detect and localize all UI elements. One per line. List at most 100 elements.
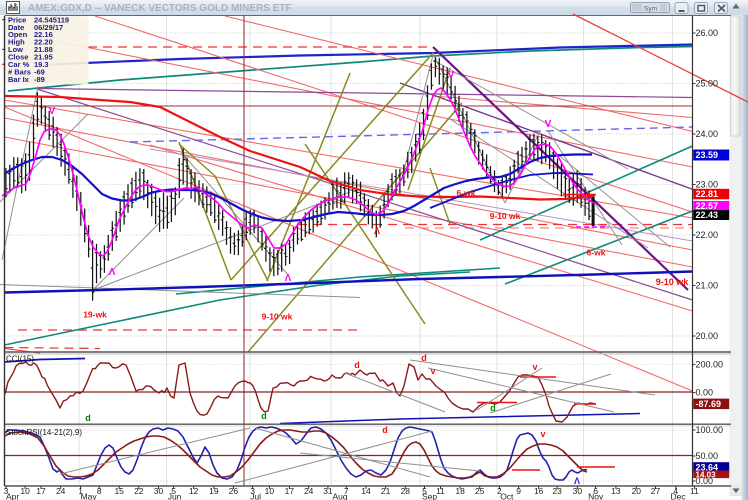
- svg-text:Oct: Oct: [500, 492, 514, 500]
- svg-text:V: V: [448, 70, 455, 81]
- svg-text:22.20: 22.20: [34, 38, 53, 47]
- svg-text:Sep: Sep: [422, 492, 437, 500]
- svg-text:11: 11: [690, 486, 699, 496]
- svg-text:10: 10: [20, 486, 30, 496]
- svg-text:2: 2: [497, 486, 502, 496]
- svg-text:30: 30: [573, 486, 583, 496]
- svg-text:24: 24: [304, 486, 314, 496]
- svg-text:V: V: [545, 119, 552, 130]
- svg-text:d: d: [85, 413, 91, 423]
- svg-text:200.00: 200.00: [696, 359, 724, 369]
- svg-text:3: 3: [250, 486, 255, 496]
- svg-text:25: 25: [475, 486, 485, 496]
- svg-text:21.88: 21.88: [34, 45, 53, 54]
- svg-text:23: 23: [552, 486, 562, 496]
- svg-text:14: 14: [361, 486, 371, 496]
- svg-text:23.00: 23.00: [696, 180, 719, 190]
- svg-text:Jul: Jul: [250, 492, 261, 500]
- svg-text:13: 13: [611, 486, 621, 496]
- svg-text:Λ: Λ: [109, 267, 116, 278]
- svg-text:V: V: [49, 106, 56, 117]
- svg-text:30: 30: [154, 486, 164, 496]
- svg-text:8: 8: [97, 486, 102, 496]
- svg-text:9: 9: [516, 486, 521, 496]
- svg-text:21: 21: [381, 486, 391, 496]
- svg-text:Car %: Car %: [8, 60, 30, 69]
- svg-text:Aug: Aug: [333, 492, 348, 500]
- svg-text:Λ: Λ: [285, 273, 292, 284]
- svg-text:5: 5: [171, 486, 176, 496]
- svg-text:-89: -89: [34, 75, 45, 84]
- svg-text:CCI(15): CCI(15): [6, 355, 34, 364]
- svg-text:19.3: 19.3: [34, 60, 49, 69]
- svg-text:22.81: 22.81: [696, 189, 719, 199]
- svg-text:6-wk: 6-wk: [457, 188, 476, 198]
- svg-text:9-10 wk: 9-10 wk: [490, 211, 521, 221]
- svg-text:-69: -69: [34, 68, 45, 77]
- svg-text:Bar Ix: Bar Ix: [8, 75, 30, 84]
- svg-text:High: High: [8, 38, 25, 47]
- svg-text:23.59: 23.59: [696, 150, 719, 160]
- svg-text:Dec: Dec: [671, 492, 687, 500]
- svg-text:22: 22: [134, 486, 144, 496]
- svg-text:6: 6: [593, 486, 598, 496]
- svg-text:26.00: 26.00: [696, 28, 719, 38]
- svg-text:Price: Price: [8, 15, 26, 24]
- svg-text:19-wk: 19-wk: [83, 310, 107, 320]
- svg-text:100.00: 100.00: [696, 425, 724, 435]
- svg-text:d: d: [261, 411, 267, 421]
- svg-text:16: 16: [534, 486, 544, 496]
- svg-text:6-wk: 6-wk: [587, 248, 606, 258]
- svg-text:Λ: Λ: [574, 476, 580, 486]
- svg-text:17: 17: [285, 486, 295, 496]
- svg-text:0.00: 0.00: [696, 476, 714, 486]
- svg-text:24.00: 24.00: [696, 129, 719, 139]
- svg-text:Jun: Jun: [168, 492, 182, 500]
- svg-text:21.95: 21.95: [34, 53, 53, 62]
- svg-text:Date: Date: [8, 23, 24, 32]
- svg-text:14.03: 14.03: [696, 470, 717, 479]
- svg-text:AMEX:GDX,D -- VANECK VECTORS G: AMEX:GDX,D -- VANECK VECTORS GOLD MINERS…: [28, 3, 292, 14]
- svg-text:15: 15: [114, 486, 124, 496]
- svg-text:Close: Close: [8, 53, 28, 62]
- svg-text:d: d: [490, 403, 496, 413]
- svg-text:3: 3: [4, 486, 9, 496]
- svg-text:Apr: Apr: [6, 492, 19, 500]
- svg-text:Nov: Nov: [588, 492, 604, 500]
- svg-text:-87.69: -87.69: [696, 399, 722, 409]
- svg-text:22.57: 22.57: [696, 201, 719, 211]
- svg-text:19: 19: [209, 486, 219, 496]
- svg-text:1: 1: [78, 486, 83, 496]
- svg-text:Open: Open: [8, 30, 28, 39]
- svg-text:20: 20: [632, 486, 642, 496]
- svg-text:v: v: [532, 362, 537, 372]
- svg-text:5: 5: [422, 486, 427, 496]
- svg-text:StochRSI(14-21(2),9): StochRSI(14-21(2),9): [6, 428, 82, 437]
- svg-text:27: 27: [651, 486, 661, 496]
- svg-text:06/29/17: 06/29/17: [34, 23, 63, 32]
- svg-text:20.00: 20.00: [696, 331, 719, 341]
- svg-text:May: May: [81, 492, 98, 500]
- svg-text:d: d: [354, 360, 360, 370]
- svg-text:28: 28: [401, 486, 411, 496]
- svg-text:9-10 wk: 9-10 wk: [656, 277, 690, 287]
- svg-text:d: d: [421, 353, 427, 363]
- svg-text:v: v: [430, 366, 435, 376]
- svg-text:# Bars: # Bars: [8, 68, 31, 77]
- svg-text:12: 12: [189, 486, 199, 496]
- svg-text:v: v: [540, 429, 545, 439]
- svg-text:4: 4: [673, 486, 678, 496]
- svg-text:23.64: 23.64: [696, 463, 719, 473]
- svg-text:0.00: 0.00: [696, 388, 714, 398]
- svg-text:11: 11: [436, 486, 445, 496]
- svg-text:9-10 wk: 9-10 wk: [262, 312, 293, 322]
- svg-text:d: d: [382, 425, 388, 435]
- svg-text:24: 24: [56, 486, 66, 496]
- svg-text:22.16: 22.16: [34, 30, 53, 39]
- svg-text:24.545119: 24.545119: [34, 15, 69, 24]
- svg-text:18: 18: [455, 486, 465, 496]
- svg-text:25.00: 25.00: [696, 79, 719, 89]
- svg-text:21.00: 21.00: [696, 281, 719, 291]
- svg-text:26: 26: [229, 486, 239, 496]
- svg-text:22.43: 22.43: [696, 210, 719, 220]
